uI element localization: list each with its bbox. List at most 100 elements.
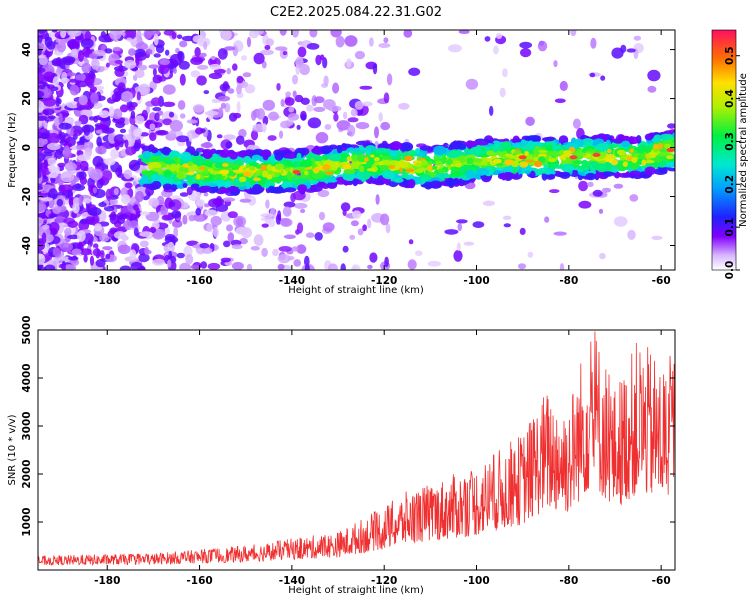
heatmap-cell [180, 151, 192, 161]
heatmap-cell [457, 223, 463, 232]
x-tick-label: -60 [652, 575, 671, 587]
heatmap-cell [499, 87, 506, 98]
heatmap-cell [265, 199, 270, 209]
heatmap-cell [44, 86, 49, 98]
heatmap-cell [136, 30, 142, 42]
heatmap-cell [168, 129, 176, 138]
heatmap-cell [127, 105, 136, 111]
heatmap-cell [40, 197, 53, 202]
heatmap-cell [296, 244, 307, 254]
heatmap-cell [675, 128, 683, 133]
heatmap-cell [46, 157, 57, 166]
heatmap-cell [352, 210, 362, 219]
heatmap-cell [38, 186, 43, 191]
heatmap-cell [600, 75, 606, 81]
y-tick-label: 20 [21, 91, 33, 106]
heatmap-cell [459, 165, 465, 174]
heatmap-cell [48, 188, 58, 200]
heatmap-cell [269, 207, 276, 220]
heatmap-cell [359, 171, 371, 180]
heatmap-cell [176, 252, 185, 259]
heatmap-cell [94, 223, 102, 232]
y-tick-label: -20 [21, 187, 33, 206]
heatmap-cell [261, 223, 269, 228]
heatmap-cell [388, 165, 395, 169]
heatmap-cell [195, 207, 202, 216]
heatmap-cell [561, 154, 567, 161]
heatmap-cell [154, 112, 160, 122]
heatmap-cell [236, 101, 241, 113]
heatmap-cell [210, 215, 222, 226]
heatmap-cell [559, 263, 565, 270]
heatmap-cell [351, 150, 362, 156]
heatmap-cell [611, 47, 624, 59]
heatmap-cell [139, 132, 149, 137]
heatmap-cell [305, 232, 315, 238]
heatmap-cell [268, 111, 279, 121]
heatmap-cell [420, 174, 432, 182]
heatmap-cell [399, 167, 404, 173]
heatmap-cell [510, 138, 524, 144]
heatmap-cell [351, 264, 361, 270]
heatmap-cell [52, 76, 60, 87]
heatmap-cell [60, 242, 73, 252]
heatmap-cell [225, 141, 233, 149]
heatmap-cell [120, 194, 131, 205]
heatmap-cell [463, 241, 475, 246]
heatmap-cell [208, 72, 223, 80]
heatmap-cell [58, 113, 63, 124]
heatmap-cell [204, 167, 208, 175]
heatmap-cell [380, 121, 391, 131]
heatmap-cell [357, 228, 364, 236]
heatmap-cell [214, 162, 224, 169]
heatmap-cell [246, 36, 252, 48]
heatmap-cell [153, 53, 161, 58]
heatmap-cell [208, 198, 222, 208]
heatmap-cell [375, 194, 380, 205]
heatmap-cell [162, 101, 176, 108]
heatmap-cell [628, 136, 635, 145]
heatmap-cell [627, 229, 636, 240]
heatmap-cell [260, 216, 274, 222]
spectrogram-y-ticks: -40 -20 0 20 40 [21, 42, 675, 255]
heatmap-cell [101, 127, 115, 134]
heatmap-cell [589, 72, 596, 78]
colorbar-tick-label: 0.4 [724, 89, 736, 108]
x-tick-label: -80 [559, 275, 578, 287]
heatmap-cell [548, 151, 563, 157]
heatmap-cell [287, 113, 300, 121]
heatmap-cell [101, 170, 113, 182]
heatmap-cell [482, 200, 495, 207]
heatmap-cell [55, 165, 60, 175]
heatmap-cell [98, 34, 113, 43]
heatmap-cell [346, 58, 352, 68]
heatmap-cell [312, 168, 321, 172]
heatmap-cell [70, 48, 80, 59]
heatmap-cell [432, 165, 438, 170]
heatmap-cell [622, 161, 628, 167]
heatmap-cell [115, 121, 125, 129]
heatmap-cell [220, 169, 230, 175]
heatmap-cell [294, 94, 304, 103]
heatmap-cell [231, 244, 243, 250]
heatmap-cell [266, 164, 273, 171]
heatmap-cell [219, 175, 226, 179]
heatmap-cell [139, 240, 149, 248]
heatmap-cell [63, 145, 70, 157]
heatmap-cell [190, 57, 204, 65]
colorbar-tick-label: 0.0 [724, 261, 736, 280]
heatmap-cell [415, 250, 423, 256]
heatmap-cell [142, 151, 151, 159]
spectrogram-x-label: Height of straight line (km) [288, 285, 424, 296]
x-tick-label: -160 [186, 275, 212, 287]
heatmap-cell [285, 91, 291, 97]
heatmap-cell [296, 222, 304, 234]
heatmap-cell [501, 172, 507, 181]
heatmap-cell [546, 144, 553, 152]
heatmap-cell [444, 172, 449, 179]
heatmap-cell [322, 57, 328, 69]
heatmap-cell [241, 227, 252, 239]
heatmap-cell [458, 30, 470, 34]
heatmap-cell [407, 259, 417, 270]
heatmap-cell [252, 184, 263, 194]
